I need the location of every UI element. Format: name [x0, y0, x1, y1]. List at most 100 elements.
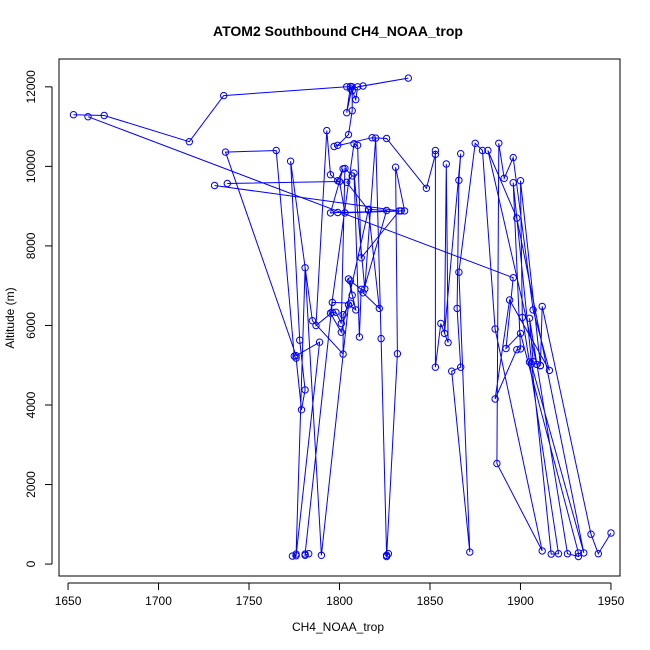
- data-point: [330, 142, 338, 151]
- data-point: [359, 289, 367, 297]
- data-point: [334, 141, 342, 150]
- data-point: [382, 552, 391, 561]
- data-point: [348, 83, 356, 91]
- y-tick-label: 0: [24, 560, 38, 567]
- data-point: [223, 179, 232, 188]
- data-point: [297, 406, 306, 414]
- data-point: [343, 178, 351, 187]
- data-point: [301, 264, 309, 272]
- x-axis: 1650 1700 1750 1800 1850 1900 1950: [55, 582, 625, 608]
- series-CH4_NOAA_trop_b: [84, 113, 588, 561]
- data-point: [372, 134, 380, 142]
- data-point: [326, 171, 335, 179]
- data-point: [220, 91, 228, 100]
- data-point: [308, 317, 317, 325]
- data-point: [361, 285, 369, 293]
- y-tick-label: 2000: [24, 471, 38, 498]
- data-point: [69, 111, 78, 119]
- data-point: [185, 138, 194, 146]
- data-point: [513, 346, 521, 354]
- data-point: [326, 209, 335, 217]
- data-point: [352, 95, 360, 104]
- data-point: [607, 529, 615, 537]
- data-point: [495, 139, 503, 148]
- data-point: [453, 304, 461, 313]
- data-point: [312, 321, 320, 330]
- x-tick-label: 1950: [598, 594, 625, 608]
- data-point: [422, 184, 431, 193]
- data-point: [210, 181, 219, 190]
- data-point: [292, 352, 300, 360]
- series-CH4_NOAA_trop_c: [210, 126, 409, 561]
- data-point: [339, 311, 347, 319]
- data-point: [505, 296, 514, 304]
- data-point: [346, 85, 355, 93]
- data-point: [478, 146, 487, 155]
- data-point: [493, 459, 501, 468]
- y-tick-label: 6000: [24, 312, 38, 339]
- x-tick-label: 1650: [55, 594, 82, 608]
- data-point: [563, 550, 572, 558]
- data-point: [397, 207, 405, 215]
- series-line: [73, 77, 612, 555]
- data-point: [484, 146, 492, 155]
- data-point: [355, 333, 364, 341]
- x-axis-label: CH4_NOAA_trop: [292, 620, 384, 634]
- data-point: [545, 366, 554, 375]
- data-point: [292, 550, 300, 558]
- data-point: [431, 363, 440, 371]
- data-point: [580, 549, 588, 557]
- data-point: [491, 395, 499, 403]
- data-point: [296, 336, 304, 344]
- data-point: [536, 361, 545, 370]
- data-point: [346, 277, 355, 285]
- plot-frame: [58, 58, 621, 577]
- data-point: [348, 172, 356, 180]
- y-tick-label: 12000: [24, 70, 38, 104]
- data-point: [437, 319, 445, 328]
- data-point: [547, 550, 555, 558]
- data-point: [391, 163, 400, 171]
- data-point: [574, 552, 583, 561]
- series-line: [227, 180, 402, 214]
- data-point: [328, 298, 336, 307]
- data-point: [341, 209, 349, 217]
- data-point: [538, 302, 546, 311]
- data-point: [368, 134, 376, 142]
- data-point: [317, 551, 326, 559]
- data-point: [323, 126, 331, 135]
- data-point: [352, 306, 360, 314]
- data-point: [337, 319, 345, 328]
- x-tick-label: 1700: [145, 594, 172, 608]
- data-point: [286, 157, 295, 165]
- data-point: [525, 314, 534, 322]
- data-point: [292, 354, 300, 362]
- data-point: [400, 207, 409, 215]
- data-point: [574, 549, 583, 557]
- y-axis-label: Altitude (m): [3, 287, 17, 348]
- data-point: [382, 134, 391, 143]
- data-point: [339, 350, 347, 358]
- data-point: [332, 308, 340, 316]
- data-point: [393, 350, 402, 358]
- data-point: [288, 552, 297, 560]
- data-point: [442, 160, 450, 168]
- data-point: [315, 338, 324, 346]
- data-point: [466, 548, 474, 556]
- data-point: [350, 140, 358, 148]
- data-point: [444, 338, 452, 347]
- data-point: [375, 304, 383, 313]
- data-point: [353, 83, 362, 91]
- data-point: [533, 360, 541, 369]
- data-point: [301, 550, 309, 558]
- data-point: [457, 363, 465, 371]
- data-point: [348, 87, 356, 95]
- data-point: [343, 83, 351, 91]
- data-point: [382, 206, 391, 215]
- y-tick-label: 10000: [24, 149, 38, 183]
- data-point: [527, 360, 535, 368]
- y-tick-label: 4000: [24, 391, 38, 418]
- y-tick-label: 8000: [24, 232, 38, 259]
- data-point: [326, 309, 335, 317]
